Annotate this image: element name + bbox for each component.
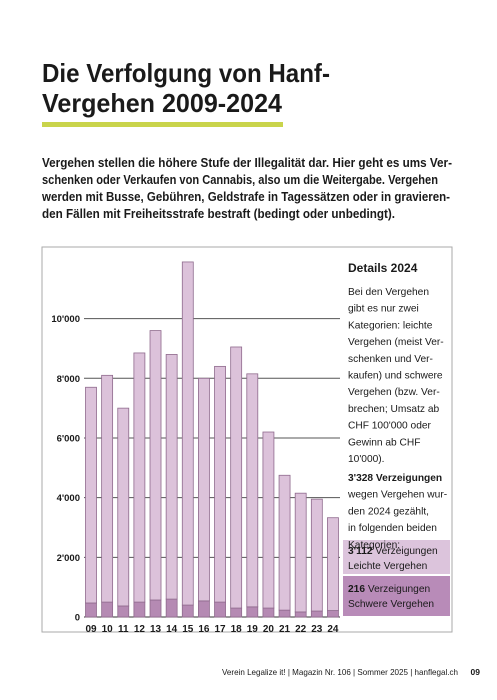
x-tick-label: 10 xyxy=(102,624,114,635)
bar-segment xyxy=(214,601,226,618)
x-tick-label: 24 xyxy=(327,624,339,635)
y-tick-label: 6'000 xyxy=(57,433,80,444)
bar-segment xyxy=(85,386,97,604)
bar-segment xyxy=(198,600,210,618)
intro-line: den Fällen mit Freiheitsstrafe bestraft … xyxy=(42,207,395,221)
legend-box-severe xyxy=(343,576,450,616)
sidebar-line: Bei den Vergehen xyxy=(348,287,429,298)
x-tick-label: 20 xyxy=(263,624,275,635)
x-tick-label: 14 xyxy=(166,624,178,635)
summary-bold: 3'328 Verzeigungen xyxy=(348,473,442,484)
sidebar-line: wegen Vergehen wur- xyxy=(347,490,447,501)
bar-segment xyxy=(181,261,194,606)
bar-segment xyxy=(101,374,114,603)
bar-segment xyxy=(117,407,130,607)
title-underline xyxy=(42,122,283,127)
bar-segment xyxy=(262,431,275,609)
legend-text: Verzeigungen xyxy=(375,546,437,557)
sidebar-line: schenken und Ver- xyxy=(348,354,433,365)
legend-box-light xyxy=(343,540,450,574)
bar-segment xyxy=(327,517,339,611)
bar-segment xyxy=(310,498,323,612)
bar-segment xyxy=(230,607,243,618)
sidebar-line: den 2024 gezählt, xyxy=(348,506,429,517)
intro-line: schenken oder Verkaufen von Cannabis, al… xyxy=(42,173,438,187)
x-tick-label: 15 xyxy=(182,624,194,635)
legend-count: 3'112 xyxy=(348,546,373,557)
bar-segment xyxy=(327,610,339,618)
x-tick-label: 17 xyxy=(214,624,226,635)
page-number: 09 xyxy=(471,667,481,677)
bar-segment xyxy=(117,605,130,618)
bar-segment xyxy=(246,373,259,608)
bar-segment xyxy=(165,354,178,600)
bar-segment xyxy=(149,599,162,618)
sidebar-line: brechen; Umsatz ab xyxy=(348,404,439,415)
sidebar-line: Kategorien: leichte xyxy=(348,320,433,331)
title: Die Verfolgung von Hanf- xyxy=(42,58,330,88)
sidebar-line: Gewinn ab CHF xyxy=(348,437,420,448)
sidebar-line: gibt es nur zwei xyxy=(348,304,419,315)
bar-segment xyxy=(214,365,226,603)
bar-segment xyxy=(133,601,146,618)
x-tick-label: 12 xyxy=(134,624,146,635)
sidebar-line: kaufen) und schwere xyxy=(348,371,443,382)
legend-name: Schwere Vergehen xyxy=(348,599,434,610)
bar-segment xyxy=(246,606,259,618)
bar-segment xyxy=(278,474,291,611)
y-tick-label: 10'000 xyxy=(51,314,80,325)
x-tick-label: 23 xyxy=(311,624,323,635)
sidebar-heading: Details 2024 xyxy=(348,261,418,275)
bar-segment xyxy=(310,610,323,618)
x-tick-label: 21 xyxy=(279,624,291,635)
bar-segment xyxy=(262,607,275,618)
x-tick-label: 19 xyxy=(247,624,259,635)
bar-segment xyxy=(278,609,291,618)
bar-segment xyxy=(133,352,146,603)
bar-segment xyxy=(101,601,114,618)
bar-segment xyxy=(294,492,307,613)
bar-segment xyxy=(230,346,243,609)
legend-line: 216 Verzeigungen xyxy=(348,584,430,595)
x-tick-label: 09 xyxy=(85,624,97,635)
bar-segment xyxy=(181,604,194,618)
sidebar-line: Kategorien: xyxy=(348,540,400,551)
sidebar-line: Vergehen (bzw. Ver- xyxy=(348,387,440,398)
sidebar-line: 10'000). xyxy=(348,454,385,465)
legend-name: Leichte Vergehen xyxy=(348,561,427,572)
x-tick-label: 11 xyxy=(118,624,129,635)
legend-count: 216 xyxy=(348,584,365,595)
y-tick-label: 4'000 xyxy=(57,493,80,504)
legend-line: 3'112 Verzeigungen xyxy=(348,546,438,557)
legend-text: Verzeigungen xyxy=(368,584,430,595)
sidebar-line: Vergehen (meist Ver- xyxy=(348,337,444,348)
y-tick-label: 8'000 xyxy=(57,374,80,385)
footer-text: Verein Legalize it! | Magazin Nr. 106 | … xyxy=(222,667,458,677)
x-tick-label: 13 xyxy=(150,624,162,635)
intro-line: Vergehen stellen die höhere Stufe der Il… xyxy=(42,156,452,170)
y-tick-label: 2'000 xyxy=(57,553,80,564)
y-tick-label: 0 xyxy=(75,613,80,624)
bar-segment xyxy=(149,330,162,601)
sidebar-line: CHF 100'000 oder xyxy=(348,421,432,432)
bar-segment xyxy=(294,611,307,618)
x-tick-label: 22 xyxy=(295,624,307,635)
x-tick-label: 16 xyxy=(198,624,210,635)
bar-segment xyxy=(85,602,97,618)
chart-frame xyxy=(41,246,453,633)
intro-line: werden mit Busse, Gebühren, Geldstrafe i… xyxy=(41,190,450,204)
title: Vergehen 2009-2024 xyxy=(42,88,283,118)
bar-segment xyxy=(165,598,178,618)
sidebar-line: in folgenden beiden xyxy=(348,523,437,534)
x-tick-label: 18 xyxy=(231,624,243,635)
bar-segment xyxy=(198,377,210,602)
